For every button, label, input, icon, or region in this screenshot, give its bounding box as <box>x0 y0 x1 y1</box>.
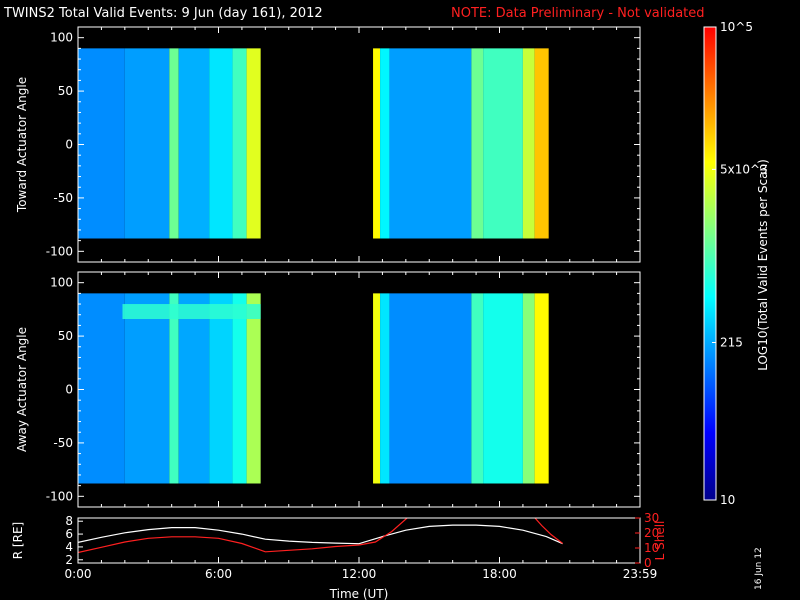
away-heat-band <box>169 293 179 484</box>
toward-ytick-label: 100 <box>50 31 73 45</box>
away-ytick-label: 50 <box>58 329 73 343</box>
x-tick-label: 12:00 <box>342 567 377 581</box>
away-heat-band <box>483 293 523 484</box>
toward-heat-band <box>209 48 233 239</box>
toward-ytick-label: 50 <box>58 84 73 98</box>
x-tick-label: 0:00 <box>65 567 92 581</box>
orbit-left-axis-label: R [RE] <box>11 522 25 559</box>
away-heat-band <box>246 293 261 484</box>
toward-heat-band <box>124 48 170 239</box>
x-tick-label: 18:00 <box>482 567 517 581</box>
away-heat-highlight <box>122 304 261 319</box>
orbit-right-tick-label: 30 <box>644 511 659 525</box>
toward-heat-band <box>522 48 535 239</box>
orbit-panel-background <box>78 518 640 563</box>
away-heat-band <box>373 293 381 484</box>
colorbar-tick-label: 10^5 <box>720 20 753 34</box>
toward-heat-band <box>380 48 390 239</box>
x-tick-label: 6:00 <box>205 567 232 581</box>
away-ytick-label: 0 <box>65 383 73 397</box>
away-heat-band <box>232 293 247 484</box>
orbit-right-tick-label: 0 <box>644 556 652 570</box>
colorbar-label: LOG10(Total Valid Events per Scan) <box>756 159 770 371</box>
away-heat-band <box>471 293 484 484</box>
orbit-left-tick-label: 8 <box>65 514 73 528</box>
toward-heat-band <box>169 48 179 239</box>
colorbar <box>703 26 717 501</box>
lshell-line <box>534 518 564 544</box>
colorbar-tick-label: 5x10^3 <box>720 162 768 176</box>
orbit-left-tick-label: 4 <box>65 540 73 554</box>
toward-ytick-label: 0 <box>65 138 73 152</box>
orbit-right-axis-label: L Shell <box>653 521 667 561</box>
away-ytick-label: 100 <box>50 276 73 290</box>
away-ylabel: Away Actuator Angle <box>15 327 29 452</box>
toward-ytick-label: -100 <box>46 244 73 258</box>
radius-line <box>78 524 563 545</box>
x-axis-label: Time (UT) <box>329 587 389 600</box>
toward-heat-band <box>78 48 125 239</box>
toward-heat-band <box>471 48 484 239</box>
away-heat-band <box>522 293 535 484</box>
toward-heat-band <box>246 48 261 239</box>
away-ytick-label: -50 <box>53 436 73 450</box>
away-ytick-label: -100 <box>46 489 73 503</box>
away-heat-band <box>124 293 170 484</box>
preliminary-note: NOTE: Data Preliminary - Not validated <box>451 6 705 21</box>
toward-heat-band <box>178 48 210 239</box>
x-tick-label: 23:59 <box>623 567 658 581</box>
toward-ylabel: Toward Actuator Angle <box>15 77 29 213</box>
toward-heat-band <box>232 48 247 239</box>
colorbar-tick-label: 215 <box>720 335 743 349</box>
orbit-left-tick-label: 6 <box>65 527 73 541</box>
plot-title: TWINS2 Total Valid Events: 9 Jun (day 16… <box>4 6 323 21</box>
lshell-line <box>78 518 409 554</box>
away-heat-band <box>380 293 390 484</box>
away-heat-band <box>534 293 549 484</box>
away-heat-band <box>78 293 125 484</box>
away-heat-band <box>209 293 233 484</box>
toward-ytick-label: -50 <box>53 191 73 205</box>
orbit-right-tick-label: 10 <box>644 541 659 555</box>
orbit-right-tick-label: 20 <box>644 526 659 540</box>
colorbar-tick-label: 10 <box>720 493 735 507</box>
away-heat-band <box>389 293 472 484</box>
toward-heat-band <box>389 48 472 239</box>
toward-heat-band <box>483 48 523 239</box>
toward-heat-band <box>534 48 549 239</box>
toward-heat-band <box>373 48 381 239</box>
orbit-left-tick-label: 2 <box>65 553 73 567</box>
away-heat-band <box>178 293 210 484</box>
